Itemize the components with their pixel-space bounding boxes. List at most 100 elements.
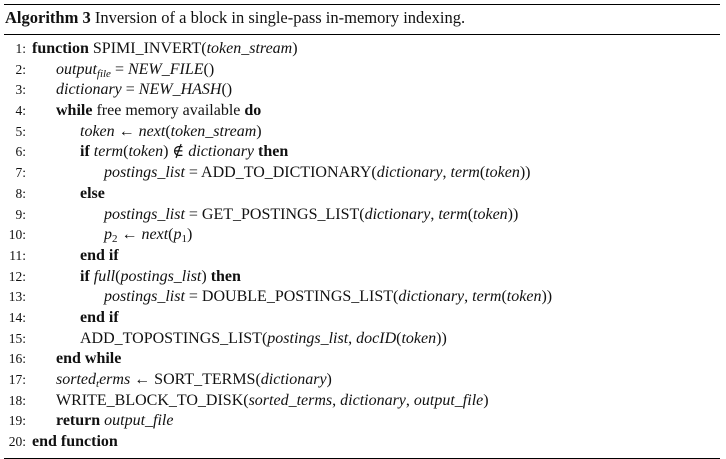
line-number: 18:	[8, 392, 26, 408]
algorithm-line: 17: sortedterms ← SORT_TERMS(dictionary)	[4, 370, 720, 391]
line-number: 20:	[8, 434, 26, 450]
code-token: token_stream	[170, 122, 257, 140]
code-token: dictionary	[260, 371, 327, 388]
code-token: NEW_HASH	[138, 81, 222, 99]
algorithm-line: 3: dictionary = NEW_HASH()	[4, 80, 720, 101]
line-content: postings_list = DOUBLE_POSTINGS_LIST(dic…	[32, 287, 552, 308]
code-token: output	[56, 60, 97, 78]
code-token: ()	[221, 81, 233, 99]
code-token: (	[165, 122, 171, 140]
code-token: ))	[436, 329, 447, 347]
code-token: token	[473, 205, 508, 223]
code-token: if	[80, 267, 90, 285]
code-token: dictionary	[340, 391, 406, 409]
code-token: full	[93, 267, 116, 285]
code-token: )	[326, 371, 332, 388]
line-content: if full(postings_list) then	[32, 267, 241, 288]
code-token: then	[258, 143, 289, 161]
algorithm-lines: 1: function SPIMI_INVERT(token_stream) 2: o…	[4, 39, 720, 453]
code-token: 2	[112, 233, 118, 246]
code-token: output_file	[413, 391, 484, 409]
code-token: t	[96, 378, 100, 390]
algorithm-label: Algorithm 3	[5, 8, 91, 27]
line-number: 15:	[8, 330, 26, 346]
code-token: file	[96, 67, 111, 80]
code-token: term	[93, 143, 124, 161]
line-content: function SPIMI_INVERT(token_stream)	[32, 39, 298, 60]
code-token: ,	[348, 329, 357, 347]
code-token: =	[110, 60, 128, 78]
line-content: ADD_TOPOSTINGS_LIST(postings_list, docID…	[32, 329, 447, 350]
code-token: token	[485, 164, 520, 182]
code-token: end if	[80, 246, 119, 264]
line-number: 12:	[8, 268, 26, 284]
code-token: p	[173, 226, 182, 244]
line-content: dictionary = NEW_HASH()	[32, 80, 232, 101]
line-number: 5:	[15, 123, 26, 139]
code-token: dictionary	[188, 143, 255, 161]
code-token: ()	[203, 60, 215, 78]
code-token: while	[56, 102, 93, 120]
line-content: postings_list = GET_POSTINGS_LIST(dictio…	[32, 205, 518, 226]
line-number: 13:	[8, 289, 26, 305]
code-token: token	[128, 143, 164, 161]
algorithm-line: 2: outputfile = NEW_FILE()	[4, 60, 720, 81]
code-token: term	[472, 288, 502, 306]
algorithm-line: 12: if full(postings_list) then	[4, 267, 720, 288]
top-rule	[4, 4, 720, 5]
code-token: )	[256, 122, 262, 140]
code-token: ADD_TOPOSTINGS_LIST(	[80, 329, 268, 347]
code-token: output_file	[104, 412, 174, 430]
code-token: if	[80, 143, 90, 161]
algorithm-caption: Algorithm 3 Inversion of a block in sing…	[4, 5, 720, 28]
code-token: ))	[519, 164, 531, 182]
line-content: else	[32, 184, 105, 205]
algorithm-line: 1: function SPIMI_INVERT(token_stream)	[4, 39, 720, 60]
code-token: ))	[507, 205, 519, 223]
code-token: (	[501, 288, 507, 306]
algorithm-line: 18: WRITE_BLOCK_TO_DISK(sorted_terms, dic…	[4, 391, 720, 412]
code-token: )	[483, 391, 489, 409]
line-content: if term(token) ∉ dictionary then	[32, 142, 288, 163]
code-token: erms	[99, 371, 131, 388]
algorithm-line: 15: ADD_TOPOSTINGS_LIST(postings_list, do…	[4, 329, 720, 350]
algorithm-line: 4: while free memory available do	[4, 101, 720, 122]
code-token: (	[168, 226, 174, 244]
code-token: free memory available	[92, 102, 245, 120]
code-token: docID	[356, 329, 397, 347]
code-token: )	[186, 226, 193, 244]
code-token: = ADD_TO_DICTIONARY(	[184, 164, 377, 182]
code-token: postings_list	[104, 164, 185, 182]
line-number: 4:	[15, 103, 26, 119]
code-token: dictionary	[376, 164, 443, 182]
code-token: end function	[32, 433, 118, 451]
code-token: function	[32, 40, 89, 57]
algorithm-line: 6: if term(token) ∉ dictionary then	[4, 142, 720, 163]
code-token: ←	[117, 226, 142, 244]
code-token: token	[506, 288, 542, 306]
line-number: 1:	[15, 41, 26, 56]
code-token: ,	[405, 391, 414, 409]
code-token: postings_list	[104, 205, 185, 223]
code-token: token	[80, 122, 115, 140]
line-content: end if	[32, 246, 119, 267]
line-number: 8:	[15, 185, 26, 201]
code-token: ←	[114, 122, 139, 140]
code-token: else	[80, 184, 105, 202]
code-token: (	[467, 205, 474, 223]
line-number: 10:	[8, 227, 26, 243]
line-number: 6:	[15, 144, 26, 160]
algorithm-line: 8: else	[4, 184, 720, 205]
code-token: )	[292, 40, 298, 57]
code-token: ) ∉	[163, 143, 189, 161]
algorithm-block: Algorithm 3 Inversion of a block in sing…	[4, 4, 720, 459]
line-number: 2:	[15, 61, 26, 77]
code-token: ))	[541, 288, 553, 306]
algorithm-line: 7: postings_list = ADD_TO_DICTIONARY(dict…	[4, 163, 720, 184]
code-token: sorted_terms	[248, 391, 333, 409]
code-token: ,	[464, 288, 473, 306]
line-number: 14:	[8, 309, 26, 325]
code-token: ← SORT_TERMS(	[130, 371, 261, 388]
line-number: 16:	[8, 351, 26, 367]
code-token: SPIMI_INVERT(	[88, 40, 207, 57]
